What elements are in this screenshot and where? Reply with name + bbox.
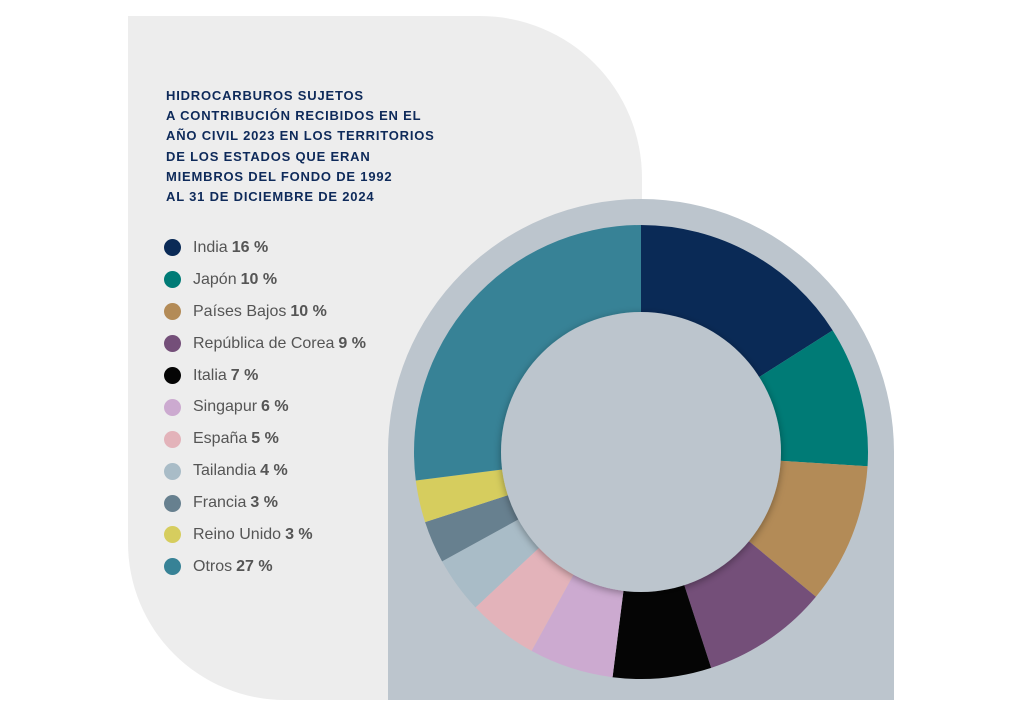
legend-swatch (164, 303, 181, 321)
title-line: HIDROCARBUROS SUJETOS (166, 88, 364, 103)
legend-swatch (164, 367, 181, 384)
legend-value: 3 % (250, 494, 278, 512)
legend-swatch (164, 239, 181, 257)
legend-value: 9 % (338, 334, 366, 352)
legend-value: 7 % (230, 366, 259, 384)
legend-value: 6 % (261, 398, 289, 416)
legend-label: Italia (193, 366, 227, 384)
chart-legend: India 16 % Japón 10 % Países Bajos 10 % Rep… (164, 232, 366, 583)
legend-item: Japón 10 % (164, 264, 366, 296)
donut-center-hole (501, 312, 781, 592)
legend-item: Singapur 6 % (164, 391, 366, 423)
legend-value: 10 % (290, 302, 327, 320)
title-line: DE LOS ESTADOS QUE ERAN (166, 148, 371, 164)
legend-label: España (193, 430, 248, 448)
legend-value: 4 % (260, 462, 288, 480)
legend-swatch (164, 398, 181, 416)
legend-item: España 5 % (164, 423, 366, 455)
legend-label: Singapur (193, 398, 258, 416)
legend-item: Francia 3 % (164, 487, 366, 519)
legend-swatch (164, 271, 181, 289)
legend-label: Países Bajos (193, 302, 287, 320)
legend-value: 16 % (231, 238, 269, 256)
title-line: AÑO CIVIL 2023 EN LOS TERRITORIOS (166, 128, 435, 144)
title-line: A CONTRIBUCIÓN RECIBIDOS EN EL (166, 108, 422, 124)
chart-title: HIDROCARBUROS SUJETOS A CONTRIBUCIÓN REC… (166, 86, 435, 207)
legend-item: Países Bajos 10 % (164, 296, 366, 328)
legend-label: Japón (193, 270, 237, 288)
legend-label: Otros (193, 557, 233, 575)
legend-swatch (164, 526, 181, 544)
legend-item: Italia 7 % (164, 360, 366, 392)
legend-swatch (164, 494, 181, 512)
legend-item: India 16 % (164, 232, 366, 264)
legend-value: 27 % (236, 557, 273, 575)
legend-item: Otros 27 % (164, 551, 366, 583)
title-line: AL 31 DE DICIEMBRE DE 2024 (166, 189, 375, 205)
legend-label: República de Corea (193, 334, 335, 352)
legend-value: 10 % (240, 270, 278, 288)
legend-label: Francia (193, 494, 247, 512)
legend-item: Reino Unido 3 % (164, 519, 366, 551)
legend-value: 3 % (285, 525, 313, 543)
legend-label: Tailandia (193, 462, 257, 480)
legend-label: Reino Unido (193, 525, 282, 543)
title-line: MIEMBROS DEL FONDO DE 1992 (166, 168, 393, 184)
legend-swatch (164, 558, 181, 576)
legend-label: India (193, 238, 228, 256)
legend-swatch (164, 430, 181, 448)
legend-swatch (164, 335, 181, 353)
legend-value: 5 % (251, 430, 279, 448)
legend-item: Tailandia 4 % (164, 455, 366, 487)
legend-swatch (164, 462, 181, 480)
legend-item: República de Corea 9 % (164, 328, 366, 360)
